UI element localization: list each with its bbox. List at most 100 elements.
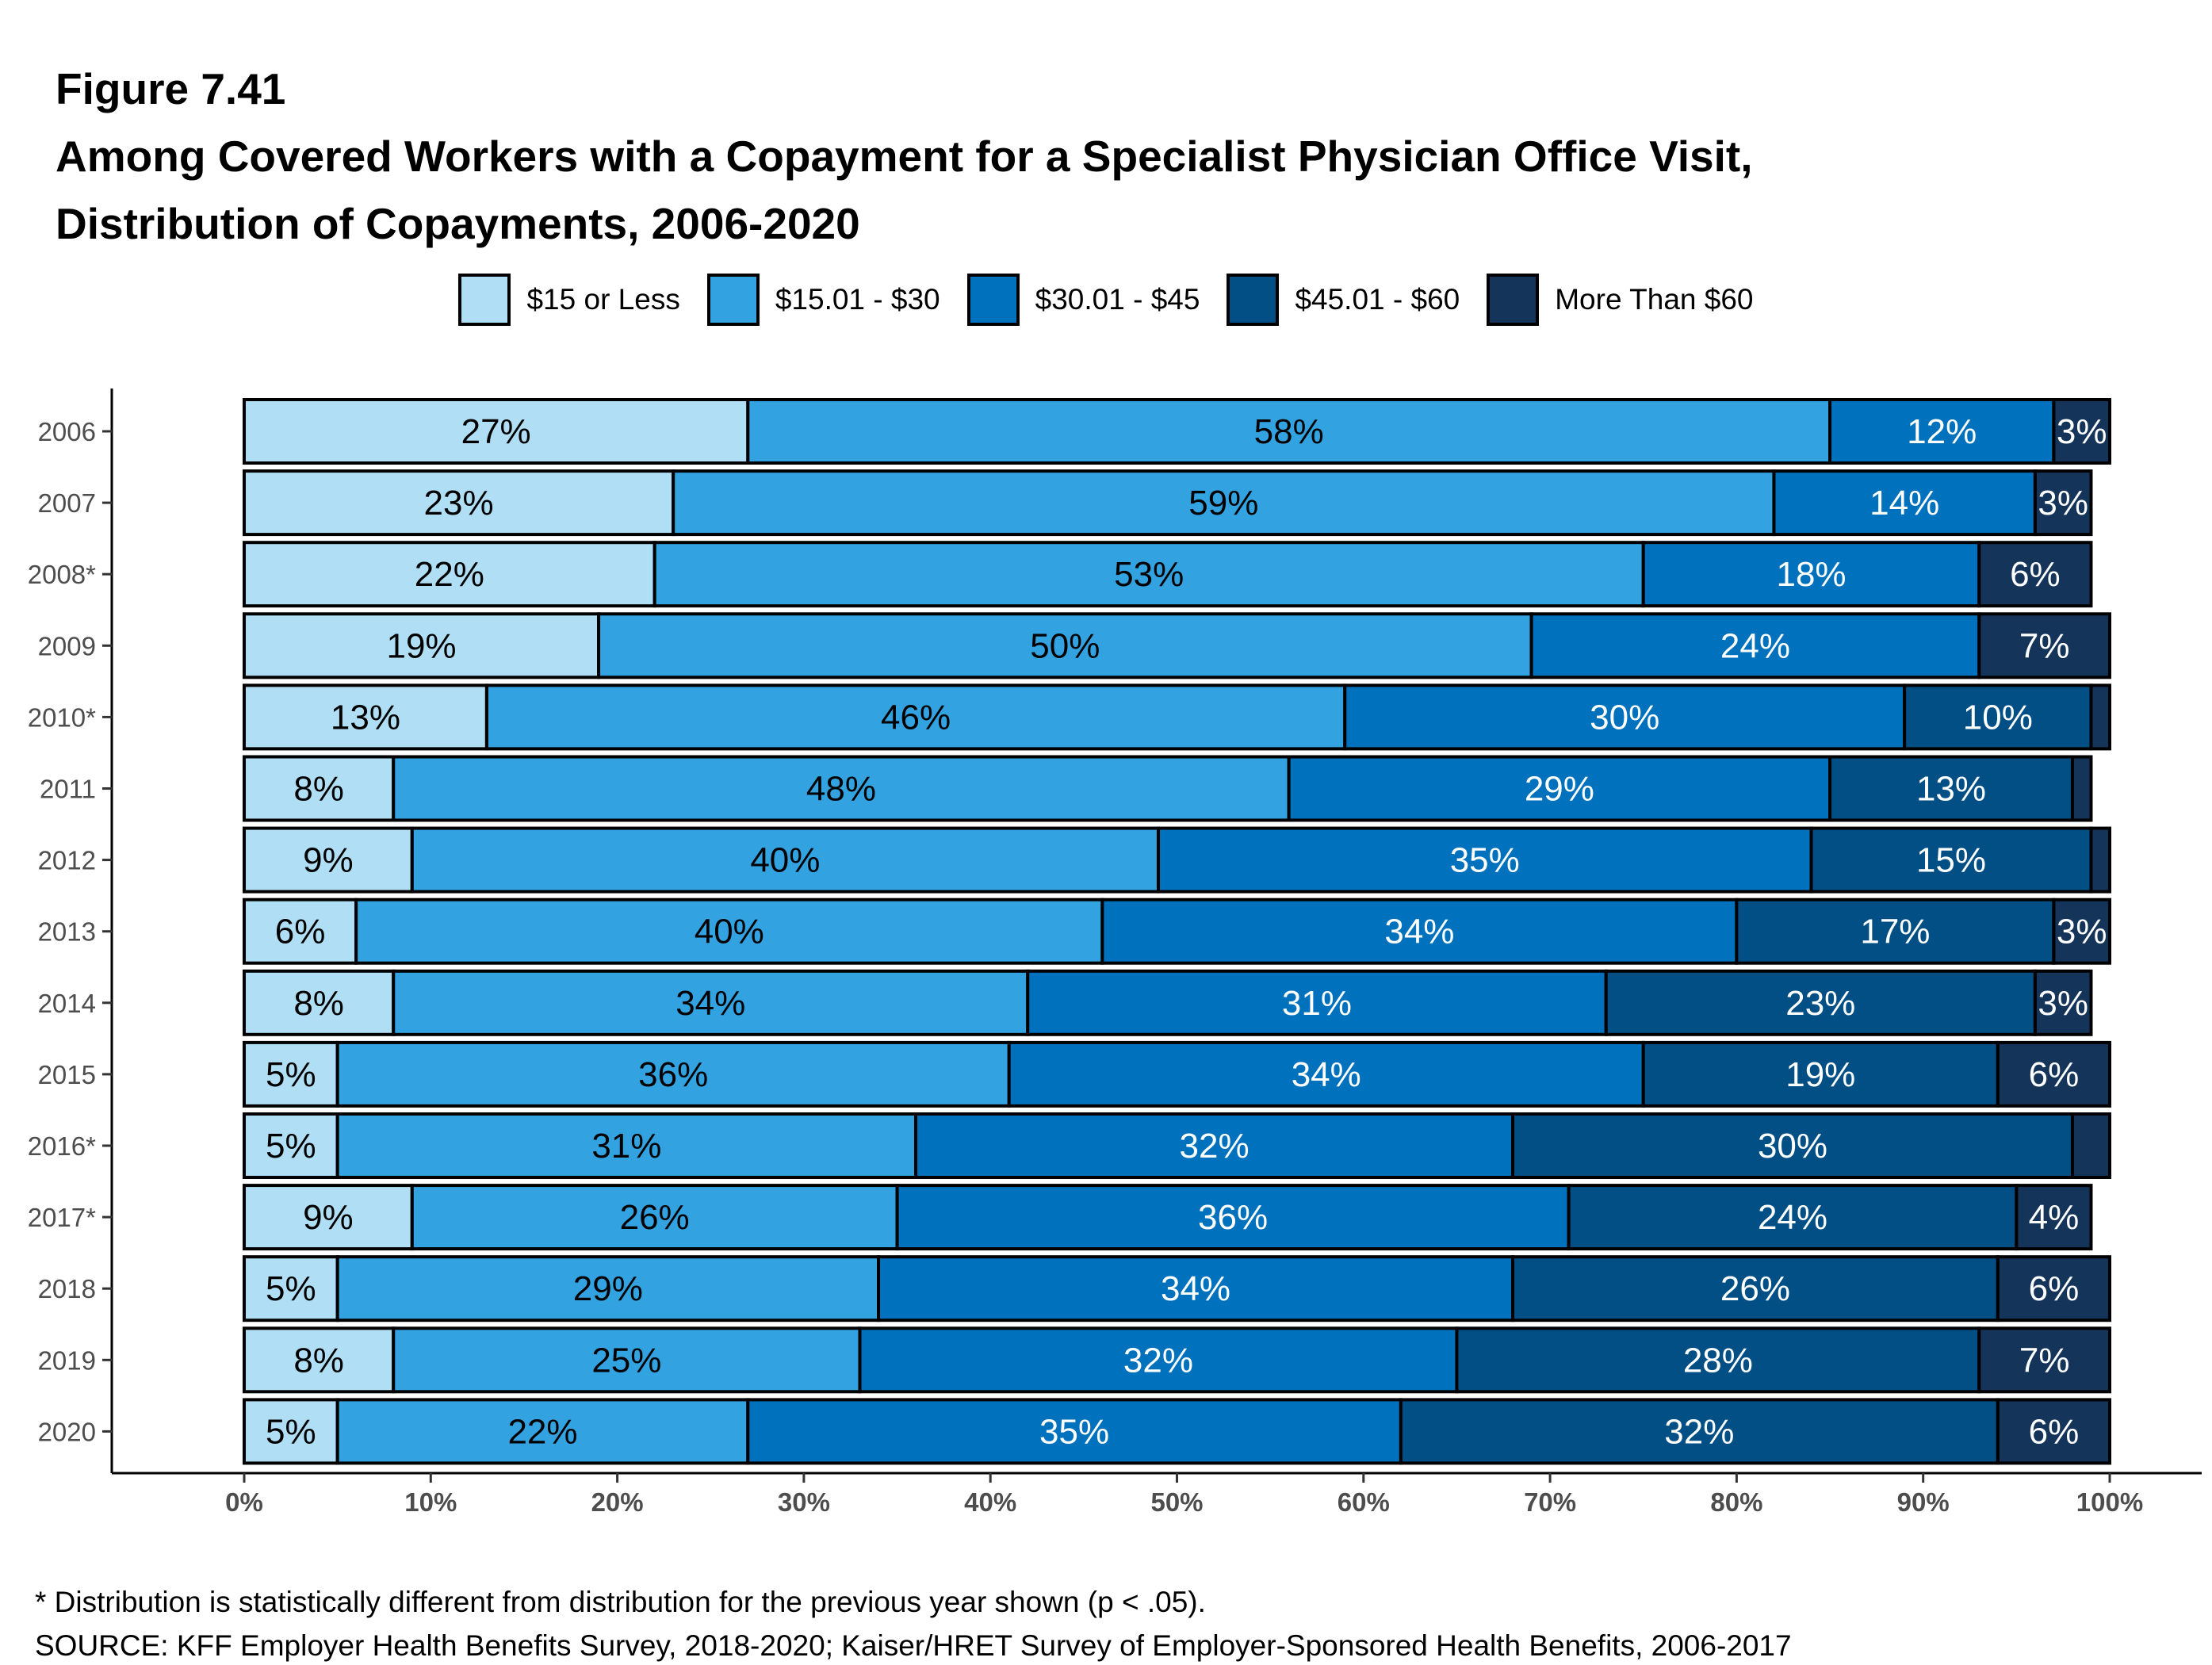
data-label: 50% (1030, 626, 1100, 665)
legend-item: $15 or Less (458, 274, 680, 326)
data-label: 26% (1720, 1269, 1790, 1308)
figure-label: Figure 7.41 (55, 64, 286, 113)
data-label: 30% (1758, 1127, 1827, 1166)
bar-segment (1828, 755, 2074, 822)
bar-segment (243, 755, 396, 822)
bar-segment (1772, 469, 2037, 537)
data-label: 3% (2038, 984, 2088, 1023)
bar-segment (243, 541, 656, 608)
x-tick-label: 40% (964, 1487, 1016, 1517)
bar-segment (914, 1112, 1515, 1179)
bar-segment (2052, 398, 2111, 465)
legend-label: $15.01 - $30 (775, 283, 940, 316)
data-label: 25% (591, 1341, 661, 1380)
bar-segment (243, 1040, 339, 1108)
data-label: 34% (1161, 1269, 1230, 1308)
data-label: 17% (1860, 913, 1930, 951)
y-tick-label: 2010* (28, 702, 96, 732)
data-label: 35% (1039, 1412, 1109, 1451)
bar-segment (1977, 541, 2093, 608)
data-label: 35% (1450, 841, 1520, 880)
bar-segment (335, 1398, 750, 1465)
data-label: 14% (1869, 484, 1939, 522)
data-label: 36% (638, 1055, 708, 1094)
bar-segment (2089, 826, 2111, 894)
data-label: 31% (1282, 984, 1352, 1023)
data-label: 34% (675, 984, 745, 1023)
data-label: 5% (266, 1412, 316, 1451)
data-label: 10% (1963, 698, 2033, 737)
data-label: 32% (1123, 1341, 1193, 1380)
y-tick-label: 2007 (38, 488, 96, 518)
data-label: 30% (1590, 698, 1659, 737)
data-label: 5% (266, 1055, 316, 1094)
data-label: 59% (1188, 484, 1258, 522)
data-label: 24% (1758, 1198, 1827, 1237)
x-tick-label: 80% (1710, 1487, 1762, 1517)
data-label: 23% (424, 484, 494, 522)
bar-segment (672, 469, 1776, 537)
data-label: 28% (1683, 1341, 1753, 1380)
bar-segment (1567, 1184, 2019, 1251)
data-label: 29% (573, 1269, 643, 1308)
legend-item: More Than $60 (1487, 274, 1754, 326)
bar-segment (2070, 755, 2093, 822)
bar-segment (392, 755, 1291, 822)
bar-segment (1977, 612, 2112, 679)
data-label: 5% (266, 1127, 316, 1166)
data-label: 8% (293, 984, 344, 1023)
bar-segment (335, 1040, 1011, 1108)
data-label: 26% (620, 1198, 690, 1237)
x-tick-label: 20% (591, 1487, 644, 1517)
bar-segment (392, 969, 1030, 1036)
data-label: 36% (1198, 1198, 1268, 1237)
y-tick-label: 2006 (38, 417, 96, 446)
data-label: 40% (695, 913, 764, 951)
data-label: 19% (1785, 1055, 1855, 1094)
legend-label: $15 or Less (526, 283, 680, 316)
data-label: 3% (2038, 484, 2088, 522)
bar-segment (2052, 898, 2111, 965)
footnote: * Distribution is statistically differen… (35, 1586, 1206, 1618)
data-label: 9% (303, 841, 354, 880)
data-label: 18% (1776, 555, 1846, 594)
legend-swatch (966, 274, 1020, 326)
bar-segment (410, 1184, 899, 1251)
bar-segment (2089, 683, 2111, 751)
x-tick-label: 30% (778, 1487, 830, 1517)
data-label: 12% (1907, 412, 1977, 451)
data-label: 6% (2029, 1412, 2080, 1451)
chart-title-line2: Distribution of Copayments, 2006-2020 (55, 199, 860, 248)
y-tick-label: 2011 (40, 775, 96, 804)
data-label: 48% (806, 770, 876, 809)
y-tick-label: 2009 (38, 631, 96, 660)
bar-segment (2033, 469, 2093, 537)
bar-segment (243, 1184, 414, 1251)
legend: $15 or Less $15.01 - $30 $30.01 - $45 $45.0… (0, 274, 2212, 326)
legend-swatch (1227, 274, 1280, 326)
data-label: 6% (2029, 1055, 2080, 1094)
x-tick-label: 50% (1150, 1487, 1203, 1517)
bar-segment (2070, 1112, 2111, 1179)
bar-segment (1026, 969, 1608, 1036)
x-tick-label: 100% (2076, 1487, 2143, 1517)
legend-swatch (458, 274, 511, 326)
bar-segment (1511, 1255, 2000, 1322)
legend-item: $45.01 - $60 (1227, 274, 1460, 326)
data-label: 46% (881, 698, 951, 737)
bar-segment (1287, 755, 1832, 822)
chart-title-line1: Among Covered Workers with a Copayment f… (55, 132, 1753, 181)
data-label: 9% (303, 1198, 354, 1237)
data-label: 3% (2057, 913, 2107, 951)
x-tick-label: 70% (1524, 1487, 1576, 1517)
bar-segment (746, 1398, 1403, 1465)
bar-segment (1996, 1255, 2112, 1322)
y-tick-label: 2016* (28, 1131, 96, 1161)
y-tick-label: 2020 (38, 1417, 96, 1446)
y-tick-label: 2014 (38, 989, 96, 1018)
x-tick-label: 10% (404, 1487, 457, 1517)
data-label: 22% (507, 1412, 577, 1451)
legend-label: More Than $60 (1555, 283, 1754, 316)
y-tick-label: 2008* (28, 560, 96, 589)
data-label: 13% (1916, 770, 1986, 809)
